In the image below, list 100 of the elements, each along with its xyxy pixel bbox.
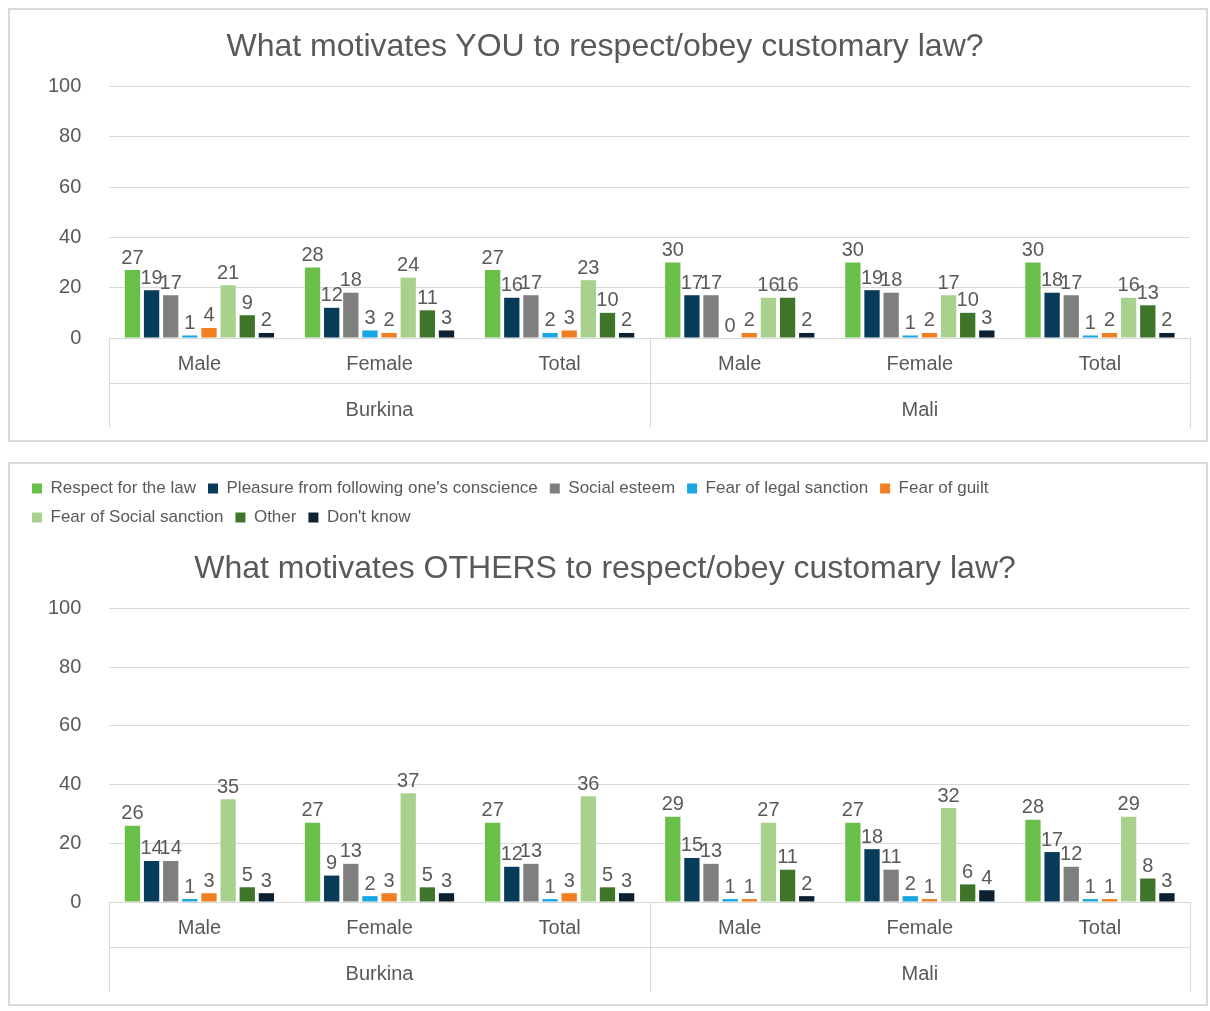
bar [201,893,217,902]
bar [485,270,501,338]
text: Burkina [345,961,415,984]
bar [163,295,179,338]
y-tick-label: 60 [59,174,82,197]
bar [561,893,577,902]
x-tick-label: Male [177,915,222,938]
data-label: 26 [121,801,144,824]
bar [618,893,635,902]
data-label: 2 [904,871,916,894]
data-label: 4 [981,865,993,888]
bar [665,816,681,902]
data-label: 2 [364,871,376,894]
data-label: 5 [601,862,614,885]
bar [580,280,596,338]
data-label: 32 [937,783,960,806]
bar [940,808,957,902]
bar [902,896,918,902]
bar [722,899,738,902]
bar [921,899,938,902]
bar [523,295,539,338]
data-label: 1 [724,874,736,897]
data-label: 2 [544,308,556,331]
bar [542,332,558,338]
bar [400,277,416,338]
bar [419,887,436,902]
bar [523,863,539,902]
bar [304,267,321,338]
bar [1044,292,1060,338]
data-label: 3 [1161,868,1173,891]
x-tick-label: Male [177,351,222,374]
bar [703,295,719,338]
x-tick-label: Female [886,915,954,938]
bar [362,330,378,338]
data-label: 2 [1103,308,1116,331]
bar [1025,262,1041,338]
y-tick-label: 100 [47,73,82,96]
bar [1121,816,1137,902]
data-label: 5 [241,862,253,885]
data-label: 2 [621,308,633,331]
data-label: 36 [577,771,600,794]
data-label: 3 [383,868,395,891]
data-label: 21 [217,260,240,283]
bar [239,887,255,902]
data-label: 30 [1021,238,1045,261]
bar [779,869,796,902]
bar [799,332,815,338]
data-label: 10 [596,288,619,311]
bar [741,899,757,902]
bar [343,863,359,902]
data-label: 1 [923,874,935,897]
bar [883,292,899,338]
bar [845,822,861,902]
data-label: 3 [364,305,376,328]
data-label: 28 [301,243,324,266]
bar [201,327,217,338]
bar [381,332,397,338]
data-label: 27 [481,798,504,821]
x-tick-label: Female [886,351,954,374]
data-label: 3 [621,868,633,891]
data-label: 3 [563,868,575,891]
data-label: 2 [260,308,272,331]
data-label: 1 [184,311,196,333]
bar [504,297,520,338]
bar [324,875,340,902]
bar [182,335,198,338]
data-label: 0 [724,313,736,336]
data-label: 9 [326,851,338,874]
bar [258,332,275,338]
y-tick-label: 80 [59,124,82,147]
data-label: 27 [301,798,324,821]
data-label: 27 [481,245,504,268]
x-tick-label: Female [346,915,413,938]
bar [1025,819,1041,902]
bar [864,290,880,338]
bar [1082,899,1099,902]
bar [1101,332,1118,338]
bar [124,270,141,338]
x-tick-label: Total [1078,915,1122,938]
data-label: 11 [416,285,438,308]
bar [960,884,976,902]
bar [485,822,501,902]
bar [684,295,700,338]
data-label: 1 [904,311,916,333]
data-label: 3 [563,305,575,328]
legend-label: Other [253,507,297,527]
x-tick-label: Total [1078,351,1122,374]
bar [438,893,455,902]
bar [381,893,397,902]
y-tick-label: 80 [59,654,82,677]
y-tick-label: 100 [47,595,82,618]
legend-label: Fear of legal sanction [705,478,869,498]
data-label: 5 [421,862,433,885]
data-label: 16 [757,273,780,296]
data-label: 1 [743,874,755,897]
x-tick-label: Total [538,351,581,374]
bar [419,310,436,338]
chart-title: What motivates OTHERS to respect/obey customary law? [194,549,1016,586]
bar [1101,899,1118,902]
bar [324,307,340,338]
